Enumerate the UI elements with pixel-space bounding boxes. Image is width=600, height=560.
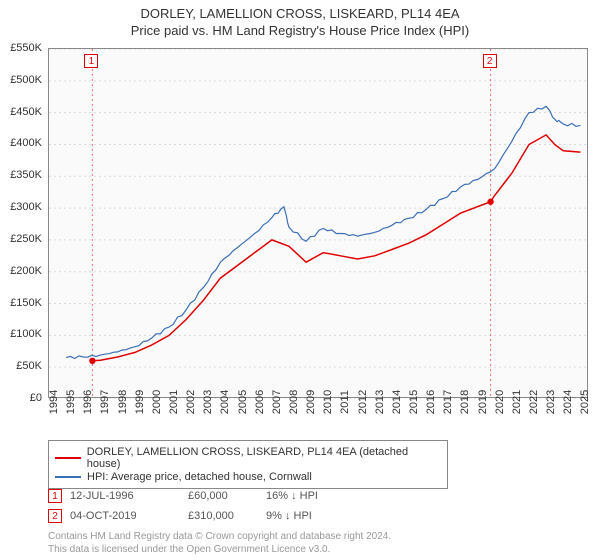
x-tick-label: 2024 <box>562 390 574 414</box>
sale-number-box: 2 <box>48 509 62 523</box>
x-tick-label: 2015 <box>408 390 420 414</box>
x-tick-label: 2005 <box>237 390 249 414</box>
x-tick-label: 2017 <box>442 390 454 414</box>
x-tick-label: 2003 <box>202 390 214 414</box>
sale-price: £310,000 <box>188 510 258 522</box>
y-tick-label: £150K <box>10 297 42 309</box>
footer-line2: This data is licensed under the Open Gov… <box>48 544 391 557</box>
y-tick-label: £200K <box>10 265 42 277</box>
y-tick-label: £350K <box>10 169 42 181</box>
y-tick-label: £50K <box>16 360 42 372</box>
x-tick-label: 2022 <box>528 390 540 414</box>
sale-number-box: 1 <box>48 489 62 503</box>
x-tick-label: 1994 <box>48 390 60 414</box>
legend-label: HPI: Average price, detached house, Corn… <box>87 471 312 483</box>
footer-line1: Contains HM Land Registry data © Crown c… <box>48 531 391 544</box>
x-tick-label: 2013 <box>374 390 386 414</box>
y-tick-label: £100K <box>10 328 42 340</box>
x-tick-label: 2021 <box>511 390 523 414</box>
chart-title-address: DORLEY, LAMELLION CROSS, LISKEARD, PL14 … <box>0 6 600 21</box>
plot-svg <box>49 49 589 399</box>
sale-diff: 9% ↓ HPI <box>266 510 346 522</box>
title-block: DORLEY, LAMELLION CROSS, LISKEARD, PL14 … <box>0 0 600 38</box>
legend-item: HPI: Average price, detached house, Corn… <box>55 471 441 483</box>
sale-marker-flag: 1 <box>84 54 98 68</box>
figure-root: DORLEY, LAMELLION CROSS, LISKEARD, PL14 … <box>0 0 600 560</box>
chart-title-subtitle: Price paid vs. HM Land Registry's House … <box>0 23 600 38</box>
x-tick-label: 2023 <box>545 390 557 414</box>
x-tick-label: 2002 <box>185 390 197 414</box>
x-tick-label: 1996 <box>82 390 94 414</box>
x-tick-label: 1997 <box>99 390 111 414</box>
sales-row: 1 12-JUL-1996 £60,000 16% ↓ HPI <box>48 486 346 506</box>
plot-background <box>48 48 588 398</box>
y-tick-label: £450K <box>10 106 42 118</box>
x-tick-label: 2001 <box>168 390 180 414</box>
x-tick-label: 2009 <box>305 390 317 414</box>
x-tick-label: 2004 <box>219 390 231 414</box>
x-tick-label: 2012 <box>357 390 369 414</box>
y-tick-label: £300K <box>10 201 42 213</box>
chart-area: £0£50K£100K£150K£200K£250K£300K£350K£400… <box>48 48 588 398</box>
legend-item: DORLEY, LAMELLION CROSS, LISKEARD, PL14 … <box>55 446 441 470</box>
x-tick-label: 2014 <box>391 390 403 414</box>
x-tick-label: 2025 <box>579 390 591 414</box>
sale-marker-flag: 2 <box>483 54 497 68</box>
sale-diff: 16% ↓ HPI <box>266 490 346 502</box>
x-tick-label: 2007 <box>271 390 283 414</box>
x-tick-label: 2011 <box>339 390 351 414</box>
x-tick-label: 1995 <box>65 390 77 414</box>
x-tick-label: 2019 <box>477 390 489 414</box>
x-tick-label: 1999 <box>134 390 146 414</box>
sales-row: 2 04-OCT-2019 £310,000 9% ↓ HPI <box>48 506 346 526</box>
y-tick-label: £550K <box>10 42 42 54</box>
x-tick-label: 2010 <box>322 390 334 414</box>
sale-date: 04-OCT-2019 <box>70 510 180 522</box>
legend-swatch <box>55 457 81 459</box>
x-tick-label: 2016 <box>425 390 437 414</box>
legend-swatch <box>55 476 81 478</box>
footer-attribution: Contains HM Land Registry data © Crown c… <box>48 531 391 556</box>
y-tick-label: £0 <box>30 392 42 404</box>
x-tick-label: 2000 <box>151 390 163 414</box>
sale-price: £60,000 <box>188 490 258 502</box>
x-tick-label: 2020 <box>494 390 506 414</box>
legend-box: DORLEY, LAMELLION CROSS, LISKEARD, PL14 … <box>48 440 448 489</box>
y-tick-label: £250K <box>10 233 42 245</box>
sale-date: 12-JUL-1996 <box>70 490 180 502</box>
x-tick-label: 2018 <box>459 390 471 414</box>
y-tick-label: £500K <box>10 74 42 86</box>
x-tick-label: 1998 <box>117 390 129 414</box>
x-tick-label: 2006 <box>254 390 266 414</box>
legend-label: DORLEY, LAMELLION CROSS, LISKEARD, PL14 … <box>87 446 441 470</box>
x-tick-label: 2008 <box>288 390 300 414</box>
y-tick-label: £400K <box>10 137 42 149</box>
sales-table: 1 12-JUL-1996 £60,000 16% ↓ HPI 2 04-OCT-2019… <box>48 486 346 526</box>
